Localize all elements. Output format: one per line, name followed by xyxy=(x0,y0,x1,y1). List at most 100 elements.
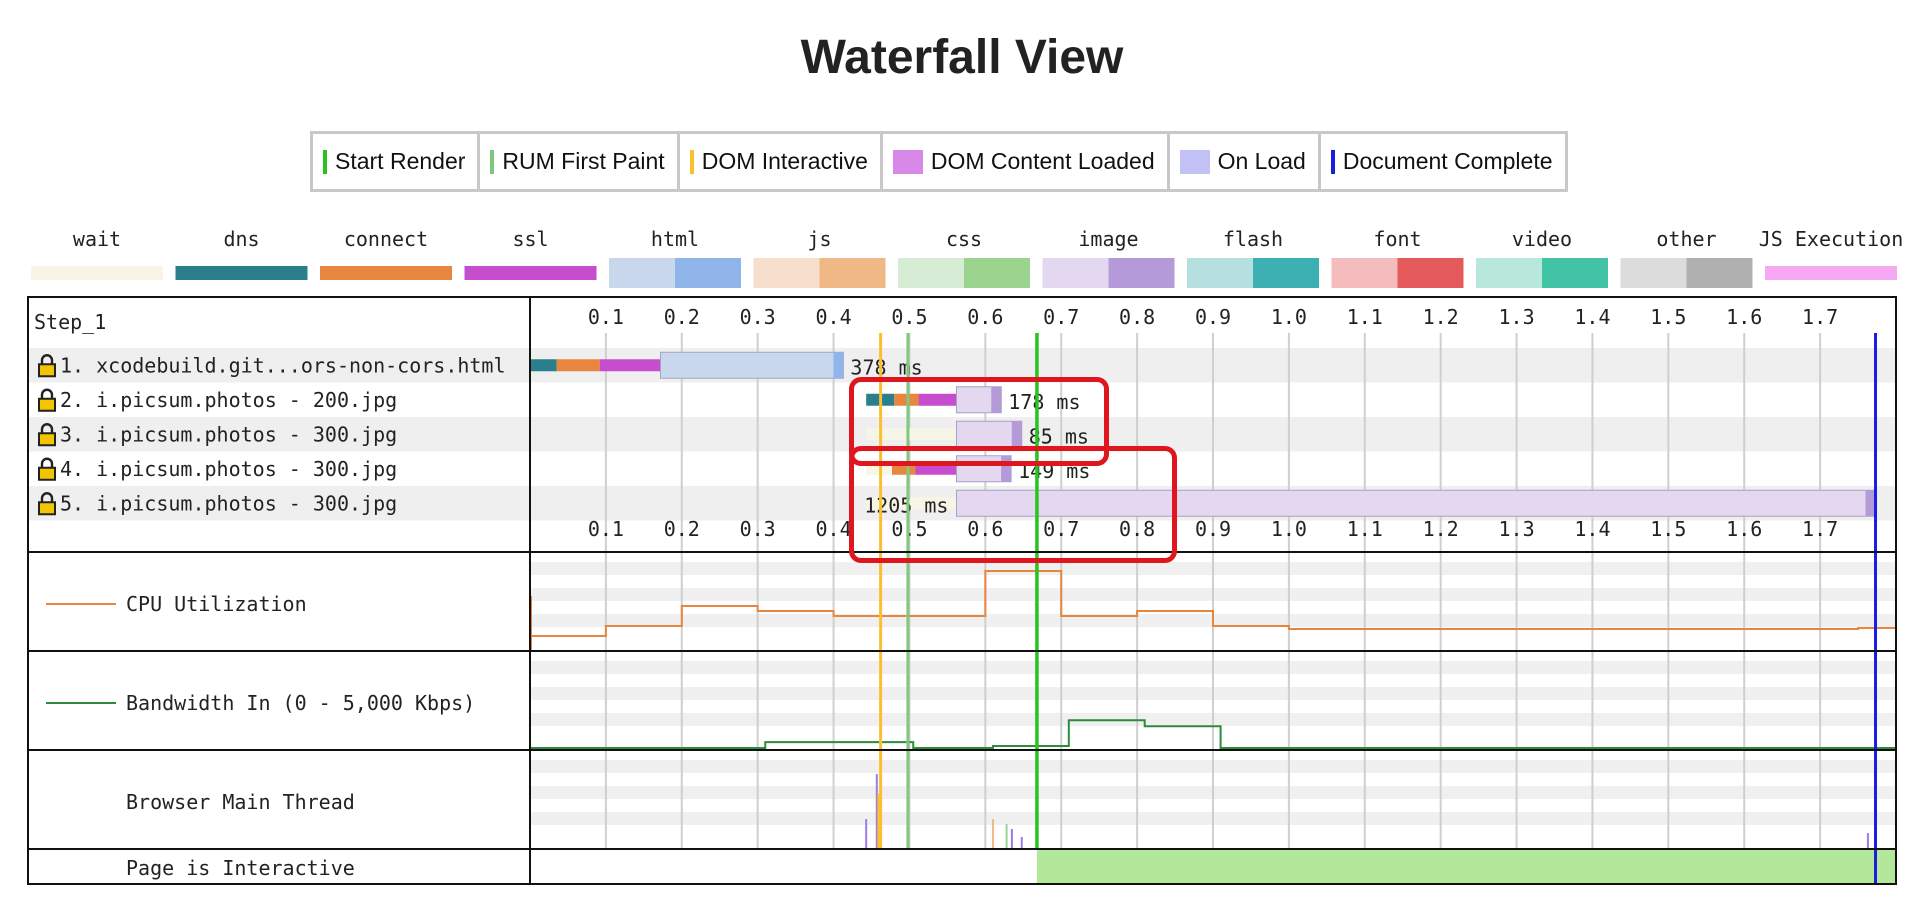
type-legend-swatch xyxy=(1042,258,1109,288)
type-legend-label: JS Execution xyxy=(1759,227,1904,251)
tick-label-bottom: 0.3 xyxy=(740,517,776,541)
tick-label-bottom: 1.3 xyxy=(1498,517,1534,541)
lock-shackle xyxy=(40,457,54,468)
tick-label-top: 0.5 xyxy=(891,305,927,329)
type-legend-swatch xyxy=(1620,258,1687,288)
tick-label-bottom: 0.2 xyxy=(664,517,700,541)
type-legend-swatch xyxy=(175,266,308,280)
tick-label-top: 1.7 xyxy=(1802,305,1838,329)
request-download-tail xyxy=(1001,455,1012,482)
tick-label-top: 1.3 xyxy=(1498,305,1534,329)
tick-label-top: 1.6 xyxy=(1726,305,1762,329)
tick-label-top: 1.0 xyxy=(1271,305,1307,329)
type-legend-swatch xyxy=(1108,258,1175,288)
type-legend-swatch xyxy=(1765,266,1897,280)
request-download-tail xyxy=(991,386,1002,413)
request-duration: 178 ms xyxy=(1008,390,1080,414)
type-legend-swatch xyxy=(320,266,452,280)
type-legend-label: image xyxy=(1078,227,1138,251)
type-legend-label: font xyxy=(1373,227,1421,251)
lock-shackle xyxy=(40,492,54,503)
tick-label-bottom: 0.5 xyxy=(891,517,927,541)
legend-marker-item: Start Render xyxy=(313,134,478,189)
legend-marker-label: RUM First Paint xyxy=(502,148,665,174)
chart-border xyxy=(27,296,1897,885)
legend-marker-item: Document Complete xyxy=(1320,134,1565,189)
legend-swatch xyxy=(323,149,327,174)
type-legend-swatch xyxy=(1253,258,1319,288)
request-wait-bar xyxy=(866,428,957,441)
type-legend-swatch xyxy=(31,266,163,280)
legend-marker-label: On Load xyxy=(1217,148,1306,174)
lock-shackle xyxy=(40,423,54,434)
legend-marker-item: On Load xyxy=(1169,134,1318,189)
request-connect-bar xyxy=(894,393,919,406)
tick-label-bottom: 0.8 xyxy=(1119,517,1155,541)
highlight-box xyxy=(848,445,1178,563)
bandwidth-label: Bandwidth In (0 - 5,000 Kbps) xyxy=(126,691,475,715)
main-thread-label: Browser Main Thread xyxy=(126,790,355,814)
type-legend-swatch xyxy=(1542,258,1608,288)
tick-label-top: 0.9 xyxy=(1195,305,1231,329)
type-legend-label: video xyxy=(1512,227,1572,251)
type-legend-label: js xyxy=(807,227,831,251)
request-connect-bar xyxy=(556,359,600,372)
lock-icon xyxy=(38,492,56,516)
request-connect-bar xyxy=(891,462,916,475)
request-label: 1. xcodebuild.git...ors-non-cors.html xyxy=(60,353,506,377)
type-legend-swatch xyxy=(1686,258,1753,288)
type-legend-label: ssl xyxy=(512,227,548,251)
lock-body xyxy=(38,501,56,516)
request-ssl-bar xyxy=(915,462,957,475)
request-download-bar xyxy=(660,351,844,379)
tick-label-bottom: 0.4 xyxy=(815,517,851,541)
request-duration: 1205 ms xyxy=(864,493,948,517)
lock-shackle xyxy=(40,388,54,399)
type-legend-label: other xyxy=(1656,227,1716,251)
type-legend-label: flash xyxy=(1223,227,1283,251)
request-label: 4. i.picsum.photos - 300.jpg xyxy=(60,457,397,481)
lock-body xyxy=(38,466,56,481)
type-legend-swatch xyxy=(1187,258,1253,288)
type-legend-label: wait xyxy=(73,227,121,251)
legend-marker-label: DOM Interactive xyxy=(701,148,868,174)
legend-marker-label: Start Render xyxy=(335,148,466,174)
tick-label-top: 0.1 xyxy=(588,305,624,329)
request-wait-bar xyxy=(866,497,957,510)
legend-marker-item: DOM Content Loaded xyxy=(882,134,1167,189)
lock-body xyxy=(38,363,56,378)
lock-body xyxy=(38,432,56,447)
type-legend-label: css xyxy=(946,227,982,251)
tick-label-top: 0.7 xyxy=(1043,305,1079,329)
legend-swatch xyxy=(490,149,495,174)
request-label: 2. i.picsum.photos - 200.jpg xyxy=(60,388,397,412)
type-legend-swatch xyxy=(675,258,741,288)
tick-label-bottom: 0.1 xyxy=(588,517,624,541)
request-download-tail xyxy=(833,352,844,379)
legend-swatch xyxy=(1330,149,1335,174)
request-wait-bar xyxy=(866,462,892,475)
tick-label-top: 0.4 xyxy=(815,305,851,329)
lock-icon xyxy=(38,354,56,378)
lock-body xyxy=(38,397,56,412)
type-legend-swatch xyxy=(964,258,1030,288)
type-legend-swatch xyxy=(819,258,886,288)
request-duration: 85 ms xyxy=(1029,424,1089,448)
legend-marker-label: Document Complete xyxy=(1342,148,1553,174)
lock-icon xyxy=(38,457,56,481)
tick-label-bottom: 0.7 xyxy=(1043,517,1079,541)
type-legend-swatch xyxy=(1397,258,1464,288)
legend-swatch xyxy=(1179,149,1210,174)
request-dns-bar xyxy=(530,359,557,372)
type-legend-swatch xyxy=(1476,258,1542,288)
type-legend-label: connect xyxy=(344,227,428,251)
tick-label-bottom: 1.2 xyxy=(1423,517,1459,541)
cpu-label: CPU Utilization xyxy=(126,592,307,616)
tick-label-top: 1.1 xyxy=(1347,305,1383,329)
tick-label-bottom: 1.7 xyxy=(1802,517,1838,541)
cpu-line xyxy=(530,570,1896,637)
type-legend-swatch xyxy=(1331,258,1398,288)
type-legend-swatch xyxy=(609,258,675,288)
tick-label-bottom: 1.0 xyxy=(1271,517,1307,541)
page-title: Waterfall View xyxy=(800,31,1124,84)
